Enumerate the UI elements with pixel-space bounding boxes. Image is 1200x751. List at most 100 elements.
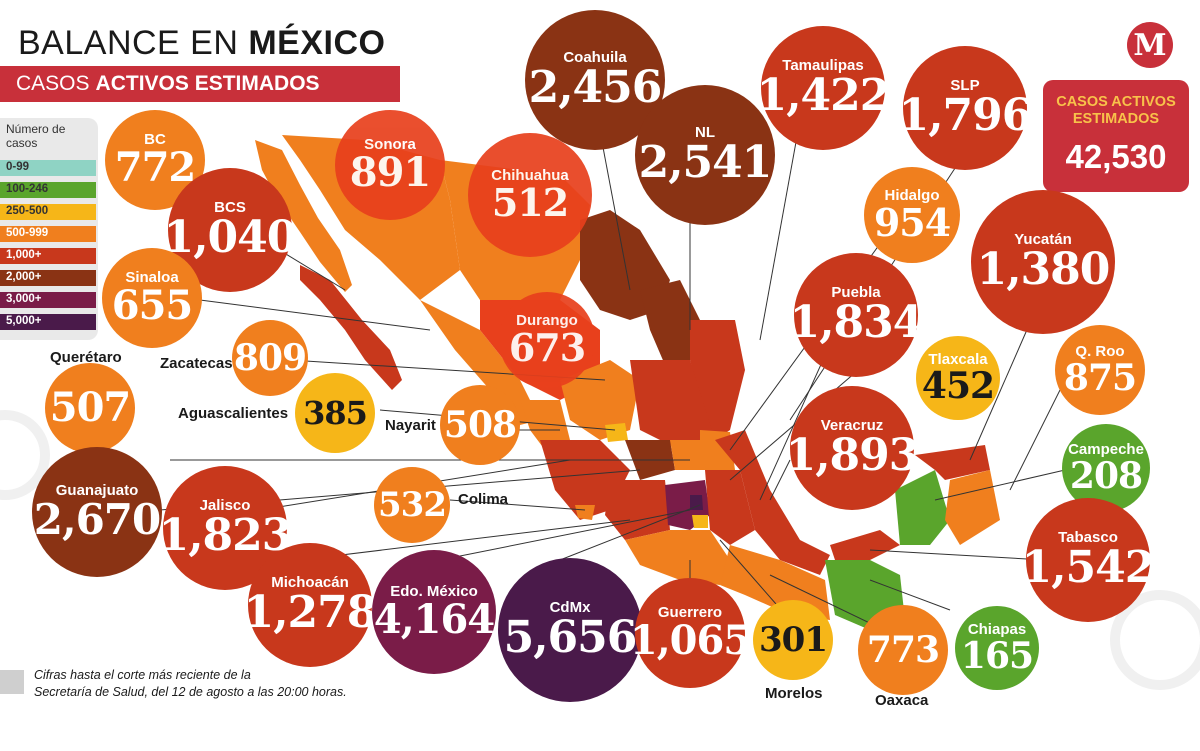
state-value: 875 <box>1063 357 1137 399</box>
state-value: 809 <box>233 337 307 379</box>
state-bubble-chihuahua: Chihuahua 512 <box>468 133 592 257</box>
legend-swatch <box>0 182 96 198</box>
state-value: 1,823 <box>158 510 293 561</box>
map-region-aguascalientes <box>605 423 628 442</box>
state-bubble-nl: NL 2,541 <box>635 85 775 225</box>
title-bold: MÉXICO <box>248 24 386 62</box>
total-value: 42,530 <box>1065 138 1167 175</box>
footnote: Cifras hasta el corte más reciente de la… <box>34 667 347 701</box>
state-value: 773 <box>866 629 940 671</box>
legend-label: 100-246 <box>6 183 49 195</box>
legend-swatch <box>0 292 96 308</box>
legend-title: Número de casos <box>6 122 66 150</box>
legend-swatch <box>0 160 96 176</box>
subtitle-bold: ACTIVOS ESTIMADOS <box>95 72 320 95</box>
state-value: 673 <box>508 325 586 370</box>
footnote-line-2: Secretaría de Salud, del 12 de agosto a … <box>34 685 347 699</box>
map-region-guerrero <box>625 530 730 585</box>
state-bubble-qroo: Q. Roo 875 <box>1055 325 1145 415</box>
state-name: NL <box>695 124 715 141</box>
state-name: Coahuila <box>563 49 627 66</box>
state-bubble-chiapas: Chiapas 165 <box>955 606 1039 690</box>
state-name: Sinaloa <box>125 269 179 286</box>
state-bubble-bcs: BCS 1,040 <box>164 168 297 292</box>
legend-swatch <box>0 248 96 264</box>
total-box: CASOS ACTIVOS ESTIMADOS 42,530 <box>1043 80 1189 192</box>
state-name: Puebla <box>831 284 881 301</box>
page-title: BALANCE EN MÉXICO <box>18 24 385 63</box>
state-bubble-guanajuato: Guanajuato 2,670 <box>32 447 162 577</box>
state-value: 1,065 <box>629 617 751 664</box>
state-bubble-zacatecas: 809 <box>232 320 308 396</box>
state-value: 5,656 <box>503 612 638 663</box>
state-value: 208 <box>1069 455 1143 497</box>
state-bubble-sinaloa: Sinaloa 655 <box>102 248 202 348</box>
state-value: 532 <box>378 485 447 525</box>
state-label-colima: Colima <box>458 491 509 508</box>
state-bubble-sonora: Sonora 891 <box>335 110 445 220</box>
map-region-puebla <box>705 470 755 545</box>
map-region-slp <box>630 360 715 450</box>
state-name: CdMx <box>549 599 591 616</box>
state-value: 1,796 <box>898 90 1033 141</box>
map-region-nayarit <box>520 400 570 450</box>
subtitle-bar: CASOS ACTIVOS ESTIMADOS <box>0 66 400 102</box>
legend-label: 250-500 <box>6 205 49 217</box>
state-value: 512 <box>491 180 569 225</box>
state-value: 4,164 <box>373 596 495 643</box>
state-bubble-tlaxcala: Tlaxcala 452 <box>916 336 1000 420</box>
state-name: Chihuahua <box>491 167 569 184</box>
state-name: Chiapas <box>967 621 1027 638</box>
state-name: BC <box>144 131 166 148</box>
state-name: Veracruz <box>820 417 884 434</box>
state-bubble-colima: 532 <box>374 467 450 543</box>
state-name: Guanajuato <box>55 482 139 499</box>
state-value: 772 <box>114 144 196 191</box>
state-name: Campeche <box>1068 441 1144 458</box>
map-region-yucatan <box>915 445 990 480</box>
state-value: 655 <box>111 282 193 329</box>
state-name: Michoacán <box>271 574 349 591</box>
state-value: 891 <box>349 149 431 196</box>
map-region-nl <box>640 280 700 365</box>
legend-label: 2,000+ <box>6 271 42 283</box>
state-bubble-campeche: Campeche 208 <box>1062 424 1150 512</box>
legend-item: 5,000+ <box>0 312 96 330</box>
state-label-morelos: Morelos <box>765 685 823 702</box>
state-label-oaxaca: Oaxaca <box>875 692 929 709</box>
legend-label: 3,000+ <box>6 293 42 305</box>
state-value: 2,670 <box>33 495 162 544</box>
legend-swatch <box>0 270 96 286</box>
state-bubble-guerrero: Guerrero 1,065 <box>630 578 751 688</box>
state-bubble-tamaulipas: Tamaulipas 1,422 <box>757 26 890 150</box>
map-region-morelos <box>692 515 708 528</box>
state-label-aguascalientes: Aguascalientes <box>178 405 289 422</box>
legend-item: 0-99 <box>0 158 96 176</box>
state-bubble-veracruz: Veracruz 1,893 <box>786 386 919 510</box>
map-region-zacatecas <box>560 360 640 440</box>
state-bubble-hidalgo: Hidalgo 954 <box>864 167 960 263</box>
legend-item: 3,000+ <box>0 290 96 308</box>
state-name: Hidalgo <box>884 187 940 204</box>
state-bubble-cdmx: CdMx 5,656 <box>498 558 642 702</box>
state-value: 1,893 <box>785 430 920 481</box>
state-bubble-edomex: Edo. México 4,164 <box>372 550 496 674</box>
state-name: Guerrero <box>657 604 723 621</box>
state-value: 508 <box>443 404 517 446</box>
state-bubble-oaxaca: 773 <box>858 605 948 695</box>
state-name: Yucatán <box>1014 231 1072 248</box>
state-bubble-aguascalientes: 385 <box>295 373 375 453</box>
state-bubble-puebla: Puebla 1,834 <box>790 253 923 377</box>
map-region-tabasco <box>830 530 900 560</box>
legend: Número de casos 0-99 100-246 250-500 500-99… <box>0 118 98 340</box>
state-bubble-yucatan: Yucatán 1,380 <box>971 190 1115 334</box>
legend-label: 500-999 <box>6 227 49 239</box>
legend-item: 100-246 <box>0 180 96 198</box>
legend-swatch <box>0 204 96 220</box>
map-region-colima <box>575 505 595 520</box>
map-region-qroo <box>945 470 1000 545</box>
legend-swatch <box>0 226 96 242</box>
state-value: 507 <box>49 384 131 431</box>
legend-item: 2,000+ <box>0 268 96 286</box>
map-region-queretaro <box>670 440 700 470</box>
